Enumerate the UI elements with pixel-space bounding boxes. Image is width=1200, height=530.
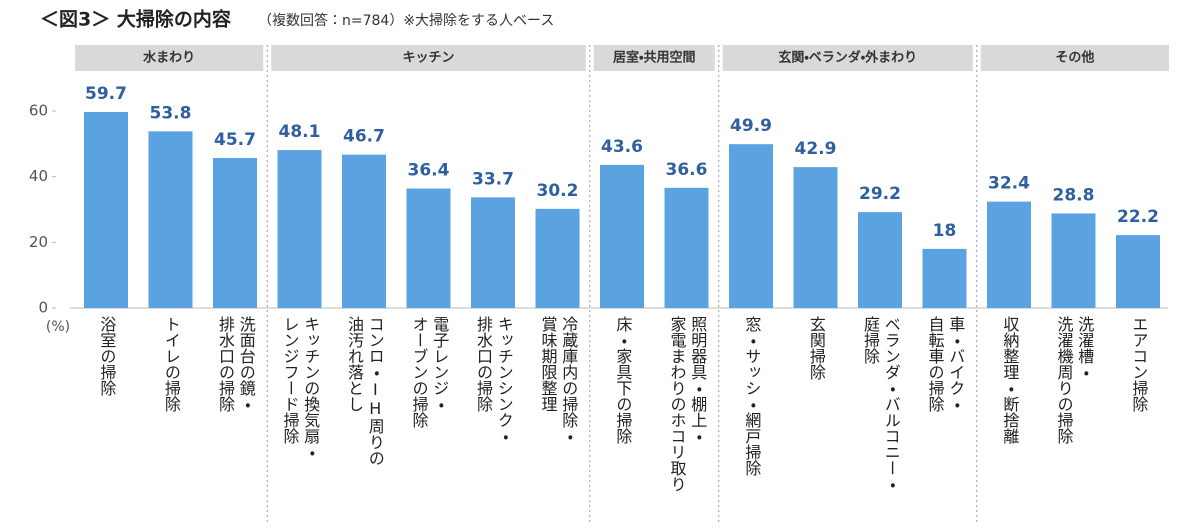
bar (535, 208, 580, 308)
bar (858, 212, 902, 308)
group-header-bg (722, 45, 973, 71)
value-label: 30.2 (537, 181, 579, 201)
bar (342, 154, 386, 308)
bar (148, 131, 193, 308)
y-tick-label: 0 (38, 299, 48, 317)
value-label: 22.2 (1117, 207, 1159, 227)
x-tick-label: 収納整理・断捨離 (1000, 316, 1020, 444)
value-label: 29.2 (859, 184, 901, 204)
bar (793, 167, 838, 308)
bar (471, 197, 515, 308)
value-label: 33.7 (472, 169, 514, 189)
value-label: 45.7 (214, 130, 256, 150)
bar (213, 157, 257, 308)
bar (922, 248, 967, 308)
value-label: 36.4 (408, 160, 450, 180)
x-tick-label: ベランダ・バルコニー・ 庭掃除 (861, 316, 901, 492)
y-tick-label: 40 (29, 167, 48, 185)
value-label: 32.4 (988, 174, 1030, 194)
value-label: 28.8 (1053, 185, 1095, 205)
x-tick-label: 電子レンジ・ オーブンの掃除 (409, 316, 450, 428)
bar (1051, 213, 1096, 308)
x-tick-label: 冷蔵庫内の掃除・ 賞味期限整理 (538, 316, 579, 444)
bar (664, 187, 709, 308)
x-tick-label: 玄関掃除 (806, 316, 826, 380)
chart-subtitle: （複数回答：n=784）※大掃除をする人ベース (258, 12, 554, 29)
value-label: 36.6 (666, 160, 708, 180)
value-label: 46.7 (343, 127, 385, 147)
x-tick-label: 車・バイク・ 自転車の掃除 (925, 316, 966, 412)
x-tick-label: 照明器具・棚上・ 家電まわりのホコリ取り (667, 316, 708, 492)
x-tick-label: 洗濯槽・ 洗濯機周りの掃除 (1054, 316, 1095, 444)
group-header-bg (271, 45, 586, 71)
bar (987, 201, 1031, 308)
value-label: 43.6 (601, 137, 643, 157)
y-unit: (%) (46, 319, 70, 335)
group-header-bg (980, 45, 1169, 71)
value-label: 53.8 (150, 103, 192, 123)
chart-title: ＜図3＞ 大掃除の内容 (40, 8, 231, 31)
bar (277, 150, 322, 308)
bar (729, 144, 773, 308)
x-tick-label: キッチンの換気扇・ レンジフード掃除 (280, 316, 321, 460)
bar (406, 188, 451, 308)
bar (1116, 235, 1160, 308)
x-tick-label: 浴室の掃除 (97, 316, 117, 396)
x-tick-label: 床・家具下の掃除 (613, 316, 633, 444)
y-tick-label: 20 (29, 233, 48, 251)
bar (84, 111, 128, 308)
bar (600, 164, 644, 308)
group-header-bg (75, 45, 264, 71)
x-tick-label: 窓・サッシ・網戸掃除 (742, 316, 762, 476)
x-tick-label: キッチンシンク・ 排水口の掃除 (474, 316, 514, 444)
y-tick-label: 60 (29, 102, 48, 120)
group-header: キッチン (402, 51, 454, 66)
value-label: 18 (933, 221, 957, 241)
group-header-bg (593, 45, 715, 71)
x-tick-label: エアコン掃除 (1129, 316, 1149, 412)
x-tick-label: トイレの掃除 (161, 316, 181, 412)
x-tick-label: 洗面台の鏡・ 排水口の掃除 (216, 316, 256, 412)
group-header: 玄関・ベランダ・外まわり (778, 50, 917, 66)
value-label: 42.9 (795, 139, 837, 159)
x-tick-label: コンロ・IH周りの 油汚れ落とし (345, 316, 385, 466)
group-header: 水まわり (142, 50, 195, 66)
group-header: その他 (1055, 50, 1094, 66)
group-header: 居室・共用空間 (613, 50, 695, 66)
value-label: 48.1 (279, 122, 321, 142)
value-label: 49.9 (730, 116, 772, 136)
value-label: 59.7 (85, 84, 127, 104)
